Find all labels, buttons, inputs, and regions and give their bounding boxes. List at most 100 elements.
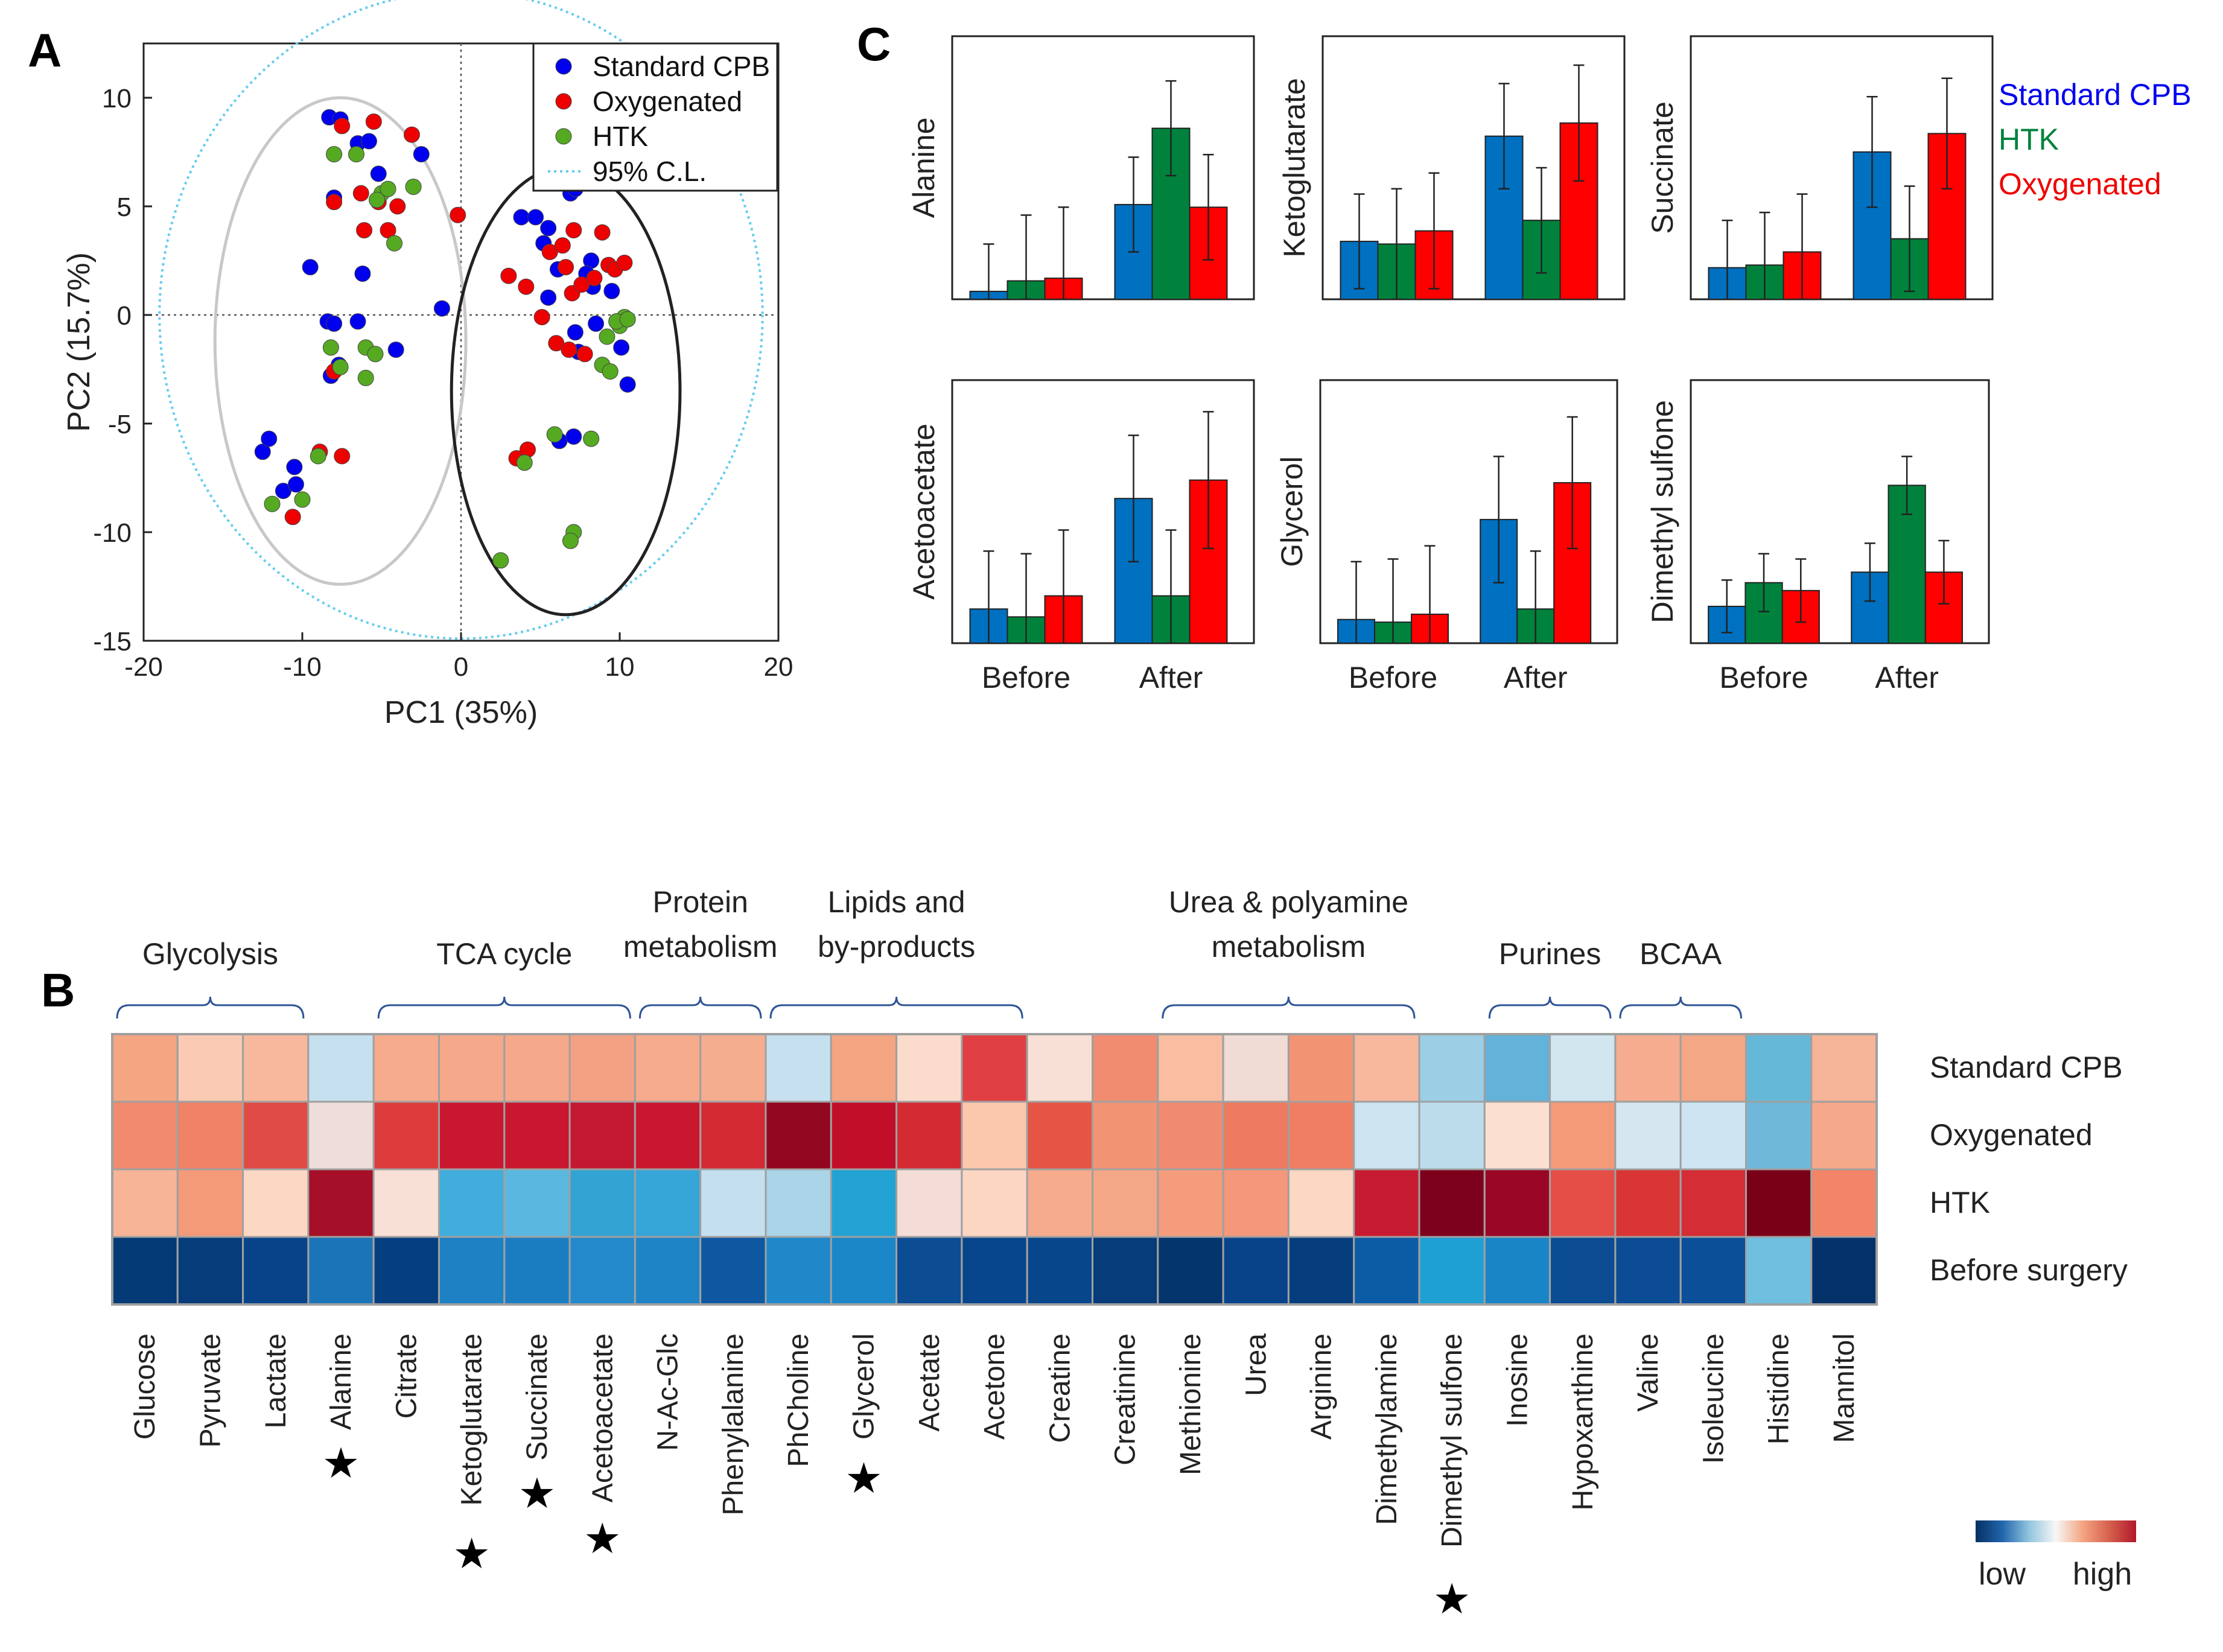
heatmap-cell [438,1168,506,1238]
heatmap-cell [372,1236,440,1306]
legend-label: Standard CPB [593,51,770,82]
column-label: Alanine [325,1333,357,1430]
column-label: Isoleucine [1697,1333,1729,1464]
scatter-point-standard-cpb [349,313,366,330]
heatmap-cell [438,1236,506,1306]
heatmap-cell [111,1101,179,1171]
scatter-point-oxygenated [352,185,369,202]
heatmap-cell [961,1033,1028,1103]
group-bracket [377,996,631,1019]
heatmap-cell [1353,1168,1420,1238]
column-label: Histidine [1763,1333,1795,1444]
subplot-y-label: Acetoacetate [907,424,941,600]
scatter-point-htk [599,328,615,345]
heatmap-cell [1549,1101,1617,1171]
scatter-point-htk [264,495,281,512]
scatter-point-oxygenated [356,222,373,239]
heatmap-cell [634,1101,702,1171]
column-label: Phenylalanine [717,1333,749,1516]
column-label: Valine [1632,1333,1664,1412]
scatter-point-standard-cpb [567,324,584,341]
scatter-point-oxygenated [586,270,603,287]
heatmap-cell [699,1236,767,1306]
x-axis-label: PC1 (35%) [384,695,538,730]
group-label: metabolism [623,930,778,964]
heatmap-cell [242,1168,310,1238]
heatmap-cell [1483,1033,1551,1103]
heatmap-cell [1157,1168,1224,1238]
heatmap-cell [1092,1101,1159,1171]
scatter-point-htk [367,346,384,363]
scatter-point-htk [386,235,403,252]
scatter-point-standard-cpb [588,315,605,332]
heatmap-cell [1679,1236,1747,1306]
heatmap-cell [1679,1168,1747,1238]
heatmap-cell [1092,1236,1159,1306]
scatter-point-standard-cpb [302,259,319,276]
significance-star-icon: ★ [584,1515,622,1562]
scatter-point-htk [326,146,343,163]
scatter-point-standard-cpb [527,209,544,226]
heatmap-cell [1418,1236,1486,1306]
scatter-point-oxygenated [500,267,517,284]
heatmap-cell [1026,1168,1093,1238]
y-tick-label: 5 [117,192,132,222]
heatmap-cell [1026,1101,1093,1171]
subplot-y-label: Dimethyl sulfone [1646,400,1679,623]
heatmap-cell [438,1033,506,1103]
category-label: Before [982,661,1070,694]
scatter-point-standard-cpb [354,265,371,282]
scatter-point-oxygenated [403,126,420,143]
colorbar [1976,1520,2136,1542]
heatmap-cell [1614,1236,1682,1306]
heatmap-cell [503,1101,571,1171]
scatter-point-standard-cpb [360,133,377,150]
y-tick-label: -5 [108,410,132,439]
group-label: TCA cycle [436,937,572,971]
heatmap-cell [1287,1168,1355,1238]
column-label: Creatine [1044,1333,1076,1443]
heatmap-cell [438,1101,506,1171]
heatmap-cell [1483,1236,1551,1306]
column-label: Acetone [979,1333,1011,1440]
scatter-point-oxygenated [616,255,633,272]
heatmap-cell [634,1236,702,1306]
scatter-point-oxygenated [554,237,571,254]
bar-chart-panel: Alanine Ketoglutarate Succinate Before After… [907,35,2192,694]
pca-score-plot: -20 -10 0 10 20 -15 -10 -5 0 5 10 PC1 (35%) PC2 (15.… [62,0,793,730]
category-label: After [1139,661,1203,694]
column-label: Acetoacetate [587,1333,619,1502]
scatter-point-standard-cpb [286,459,303,475]
heatmap-cell [1026,1236,1093,1306]
heatmap-cell [242,1236,310,1306]
group-bracket [1162,996,1416,1019]
y-tick-label: 10 [102,84,132,113]
scatter-point-standard-cpb [540,220,557,237]
heatmap-cell [1157,1033,1224,1103]
heatmap-cell [503,1033,571,1103]
heatmap-cell [895,1101,963,1171]
scatter-point-standard-cpb [433,300,450,317]
scatter-point-standard-cpb [603,282,620,299]
legend-label: HTK [593,121,648,152]
scatter-point-standard-cpb [261,430,278,447]
column-label: Lactate [260,1333,292,1428]
scatter-point-htk [310,448,326,465]
subplot-y-label: Alanine [907,118,941,218]
heatmap-cell [1287,1033,1355,1103]
panel-letter-b: B [41,964,75,1017]
column-label: Succinate [521,1333,553,1461]
scatter-point-oxygenated [533,309,550,326]
heatmap-cell [765,1101,832,1171]
legend-box [532,42,778,192]
scatter-point-oxygenated [565,222,582,239]
row-label: Oxygenated [1930,1118,2093,1152]
heatmap-cell [111,1033,179,1103]
scatter-point-htk [294,491,311,508]
heatmap-cell [307,1236,375,1306]
scatter-point-htk [322,339,339,356]
group-label: Protein [652,885,748,919]
scatter-point-htk [348,146,364,163]
row-label: HTK [1930,1186,1990,1219]
column-label: Urea [1240,1333,1272,1396]
